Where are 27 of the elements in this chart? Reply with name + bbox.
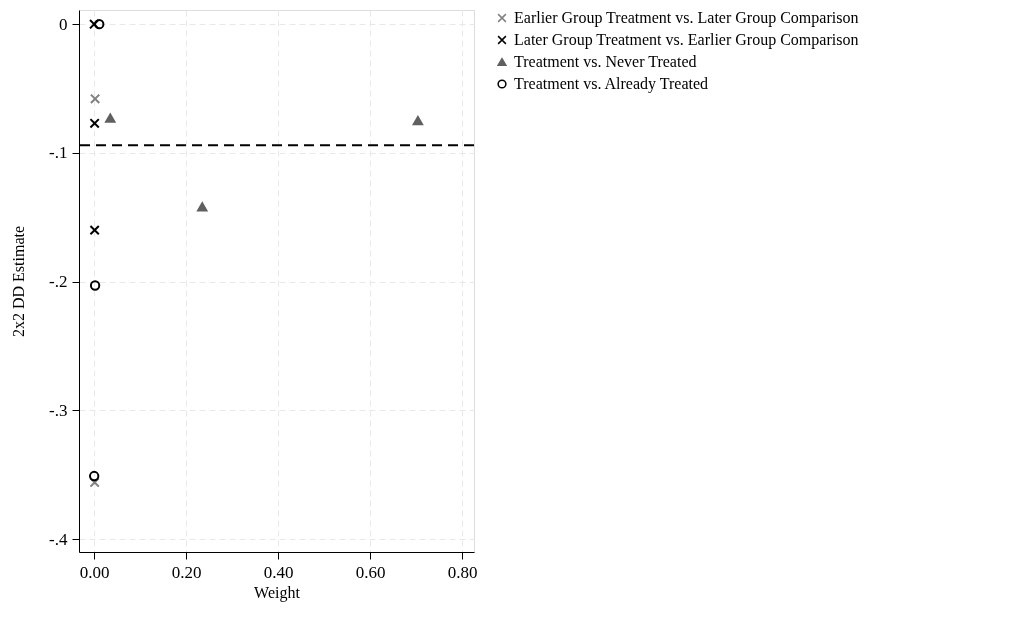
point bbox=[89, 93, 101, 105]
point bbox=[89, 477, 100, 488]
x-tick-label: 0.80 bbox=[447, 562, 478, 582]
point bbox=[89, 118, 100, 129]
x-tick-label: 0.60 bbox=[355, 562, 386, 582]
point bbox=[105, 113, 116, 123]
legend-label: Earlier Group Treatment vs. Later Group Comparison bbox=[514, 9, 859, 27]
legend-label: Treatment vs. Never Treated bbox=[514, 53, 697, 70]
point bbox=[88, 470, 100, 482]
y-tick-label: -.3 bbox=[49, 400, 68, 420]
legend-label: Treatment vs. Already Treated bbox=[514, 75, 709, 93]
point bbox=[88, 18, 100, 30]
legend-label: Later Group Treatment vs. Earlier Group Comparison bbox=[514, 31, 859, 49]
y-tick-label: -.4 bbox=[49, 529, 68, 549]
x-axis-title: Weight bbox=[254, 583, 301, 602]
point bbox=[412, 116, 424, 126]
y-axis-title: 2x2 DD Estimate bbox=[10, 225, 28, 338]
y-tick-label: 0 bbox=[59, 14, 68, 34]
x-tick-label: 0.00 bbox=[79, 562, 110, 582]
point bbox=[89, 280, 101, 291]
x-tick-label: 0.20 bbox=[171, 562, 202, 582]
y-tick-label: -.2 bbox=[49, 272, 68, 292]
point bbox=[89, 224, 100, 236]
point bbox=[94, 18, 105, 30]
point bbox=[197, 202, 208, 212]
y-tick-label: -.1 bbox=[49, 143, 68, 163]
x-tick-label: 0.40 bbox=[263, 562, 294, 582]
